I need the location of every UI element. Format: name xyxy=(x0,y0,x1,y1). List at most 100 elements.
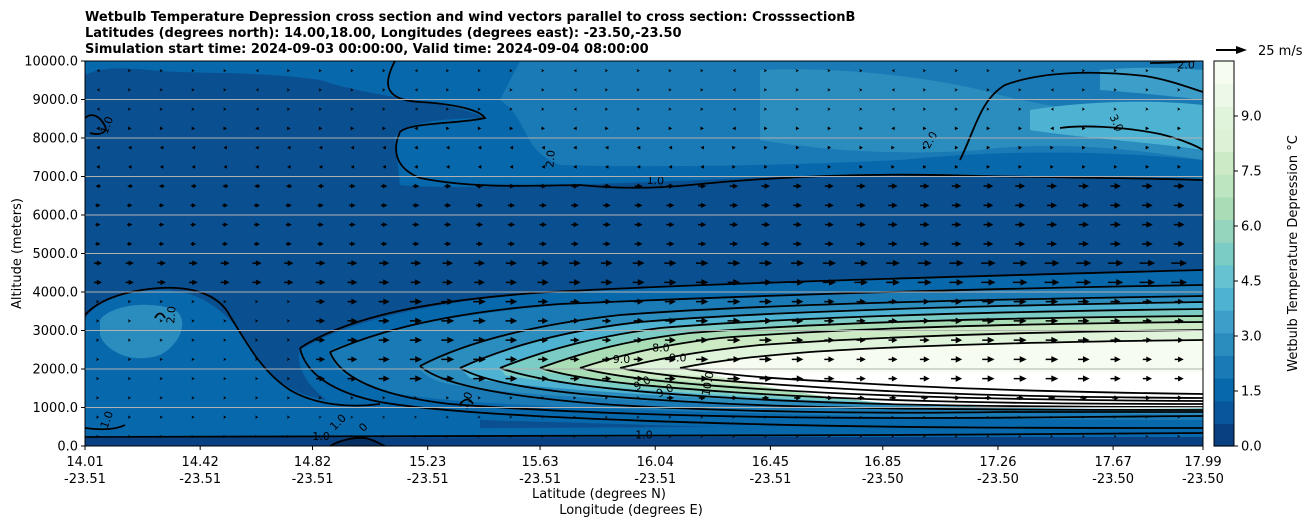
wind-vector xyxy=(824,221,834,228)
contour-label: 10.0 xyxy=(699,371,716,397)
wind-vector xyxy=(636,126,641,131)
wind-vector xyxy=(1142,202,1153,209)
wind-vector xyxy=(412,202,420,208)
wind-vector xyxy=(1142,356,1153,363)
wind-vector xyxy=(191,68,195,73)
wind-vector xyxy=(158,183,165,189)
wind-vector xyxy=(764,107,768,111)
wind-vector xyxy=(379,260,390,267)
wind-vector xyxy=(886,259,900,267)
wind-vector xyxy=(1145,145,1150,150)
colorbar-tick-label: 4.5 xyxy=(1241,275,1262,290)
wind-vector xyxy=(473,375,486,382)
x-tick-label-latitude: 14.42 xyxy=(182,455,219,470)
wind-vector xyxy=(316,356,326,363)
x-tick-label-longitude: -23.50 xyxy=(1182,472,1224,487)
wind-vector xyxy=(573,165,577,169)
wind-vector xyxy=(347,375,358,382)
wind-vector xyxy=(1044,279,1060,286)
wind-vector xyxy=(128,88,132,92)
wind-vector xyxy=(888,375,898,382)
x-tick-label-longitude: -23.50 xyxy=(862,472,904,487)
contour-label: 1.0 xyxy=(646,174,664,188)
wind-vector xyxy=(507,183,516,189)
wind-vector xyxy=(573,88,577,92)
wind-vector xyxy=(1107,259,1124,267)
wind-vector xyxy=(793,241,802,247)
colorbar-band xyxy=(1214,128,1234,153)
wind-vector xyxy=(700,126,704,131)
wind-vector xyxy=(128,338,132,342)
wind-vector xyxy=(923,415,926,419)
wind-vector xyxy=(538,375,549,382)
contour-small-left xyxy=(154,312,166,319)
wind-vector xyxy=(191,376,195,381)
wind-vector xyxy=(382,434,386,438)
wind-vector xyxy=(824,317,835,324)
wind-vector xyxy=(1139,259,1156,267)
wind-vector xyxy=(570,375,580,382)
wind-vector xyxy=(441,356,455,363)
wind-vector xyxy=(96,165,100,169)
wind-vector xyxy=(920,240,930,247)
wind-vector xyxy=(571,202,579,208)
wind-vector xyxy=(1110,202,1121,209)
wind-vector xyxy=(541,126,545,131)
wind-vector xyxy=(446,415,449,419)
wind-vector xyxy=(727,259,741,267)
wind-vector xyxy=(191,396,195,400)
wind-vector xyxy=(159,299,163,304)
wind-vector xyxy=(1050,88,1054,92)
wind-vector xyxy=(414,165,418,169)
wind-vector xyxy=(538,298,549,305)
wind-vector xyxy=(287,415,291,419)
contour-label: 1.0 xyxy=(457,390,475,411)
wind-vector xyxy=(414,396,418,400)
contour-label: 1.0 xyxy=(312,430,330,443)
y-tick-label: 1000.0 xyxy=(33,401,79,416)
wind-vector xyxy=(917,259,932,267)
wind-vector xyxy=(284,260,294,267)
wind-vector xyxy=(923,126,927,131)
wind-vector xyxy=(509,415,513,419)
wind-vector xyxy=(729,241,739,247)
wind-vector xyxy=(1174,356,1184,363)
quiver-key: 25 m/s xyxy=(1216,44,1303,59)
wind-vector xyxy=(891,126,895,131)
wind-vector xyxy=(446,165,450,169)
wind-vector xyxy=(223,319,227,323)
wind-vector xyxy=(254,183,260,189)
wind-vector xyxy=(727,298,741,305)
wind-vector xyxy=(255,299,259,304)
colorbar-band xyxy=(1214,174,1234,198)
wind-vector xyxy=(764,88,768,92)
wind-vector xyxy=(1046,221,1058,228)
wind-vector xyxy=(827,68,831,73)
wind-vector xyxy=(316,375,326,382)
wind-vector xyxy=(954,434,958,438)
colorbar-tick-label: 7.5 xyxy=(1241,165,1262,180)
contour-2-bottom xyxy=(329,351,1203,419)
wind-vector xyxy=(1177,88,1181,92)
x-tick-label-latitude: 17.26 xyxy=(979,455,1016,470)
wind-vector xyxy=(255,434,258,438)
colorbar-band xyxy=(1214,310,1234,334)
x-axis-ticks: 14.01 -23.51 14.42 -23.51 14.82 -23.51 15.23 -2… xyxy=(64,446,1224,487)
wind-vector xyxy=(159,68,163,73)
wind-vector xyxy=(666,221,675,228)
wind-vector xyxy=(727,336,741,344)
wind-vector xyxy=(664,356,676,363)
wind-vector xyxy=(923,68,927,73)
x-axis-label-latitude: Latitude (degrees N) xyxy=(532,487,666,502)
wind-vector xyxy=(255,338,259,342)
wind-vector xyxy=(382,415,386,419)
wind-vector xyxy=(378,317,390,325)
wind-vector xyxy=(954,415,958,419)
wind-vector xyxy=(636,165,641,169)
wind-vector xyxy=(1177,126,1181,131)
wind-vector xyxy=(347,298,358,305)
wind-vector xyxy=(891,165,895,169)
wind-vector xyxy=(605,145,609,150)
wind-vector xyxy=(1015,183,1026,190)
contour-label: 1.0 xyxy=(635,428,653,441)
